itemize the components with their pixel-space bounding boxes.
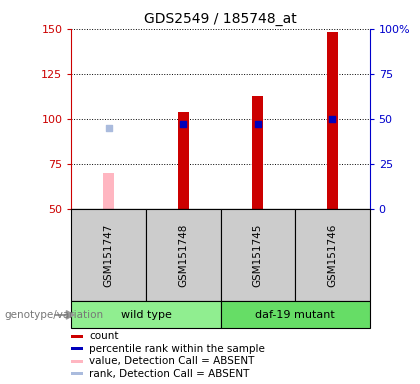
Text: daf-19 mutant: daf-19 mutant [255, 310, 335, 320]
Bar [71, 335, 83, 338]
Point [105, 125, 112, 131]
Text: value, Detection Call = ABSENT: value, Detection Call = ABSENT [89, 356, 255, 366]
Bar [71, 372, 83, 376]
Point [255, 121, 261, 127]
Text: wild type: wild type [121, 310, 171, 320]
Bar [220, 301, 370, 328]
Point [180, 121, 186, 127]
Text: GSM151745: GSM151745 [253, 223, 263, 287]
Text: GSM151746: GSM151746 [327, 223, 337, 287]
Bar [71, 209, 146, 301]
Text: rank, Detection Call = ABSENT: rank, Detection Call = ABSENT [89, 369, 249, 379]
Text: count: count [89, 331, 119, 341]
Text: GSM151747: GSM151747 [104, 223, 114, 287]
Text: percentile rank within the sample: percentile rank within the sample [89, 344, 265, 354]
Bar [252, 96, 263, 209]
Text: genotype/variation: genotype/variation [4, 310, 103, 320]
Text: GSM151748: GSM151748 [178, 223, 188, 287]
Bar [103, 173, 114, 209]
Title: GDS2549 / 185748_at: GDS2549 / 185748_at [144, 12, 297, 26]
Bar [71, 301, 220, 328]
Bar [71, 360, 83, 363]
Bar [295, 209, 370, 301]
Bar [146, 209, 220, 301]
Point [329, 116, 336, 122]
Bar [178, 112, 189, 209]
Bar [327, 32, 338, 209]
Bar [220, 209, 295, 301]
Bar [71, 348, 83, 351]
